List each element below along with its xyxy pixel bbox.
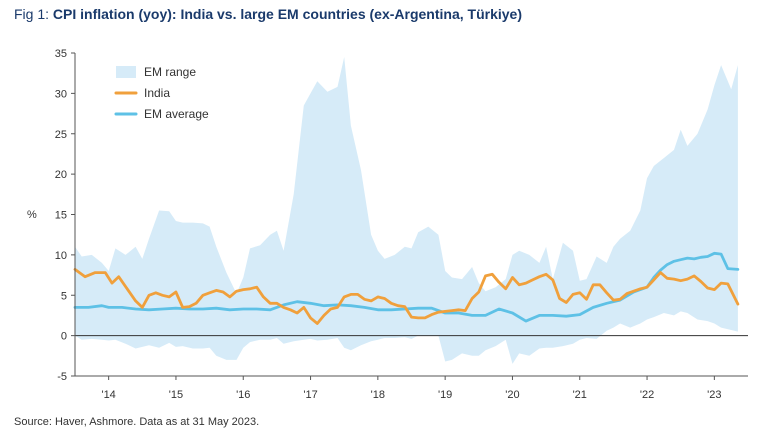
y-tick-label: 35 (55, 48, 67, 60)
x-tick-label: '17 (303, 389, 317, 401)
x-tick-label: '21 (573, 389, 587, 401)
em-range-layer (75, 57, 738, 364)
figure-title: CPI inflation (yoy): India vs. large EM … (52, 6, 522, 22)
y-tick-label: 10 (55, 250, 67, 262)
em-range-area (75, 57, 738, 364)
india-line (73, 267, 740, 325)
legend-label: EM average (144, 107, 209, 121)
source-note: Source: Haver, Ashmore. Data as at 31 Ma… (14, 416, 260, 428)
x-tick-label: '14 (101, 389, 115, 401)
y-tick-label: -5 (57, 371, 67, 383)
x-tick-label: '15 (169, 389, 183, 401)
axes-layer: -5 0 5 10 15 20 25 30 35 '14 '15 '16 '17 '18 '19 '20 '21… (55, 48, 748, 401)
x-tick-label: '20 (505, 389, 519, 401)
em-average-line (73, 251, 740, 323)
legend-label: EM range (144, 65, 196, 79)
x-tick-label: '23 (707, 389, 721, 401)
x-tick-label: '18 (371, 389, 385, 401)
y-tick-label: 25 (55, 129, 67, 141)
series-lines-layer (73, 251, 740, 325)
y-axis-label: % (27, 209, 37, 221)
x-tick-label: '22 (640, 389, 654, 401)
legend: EM range India EM average (114, 65, 209, 121)
x-tick-label: '19 (438, 389, 452, 401)
chart-title: Fig 1: CPI inflation (yoy): India vs. la… (14, 6, 522, 22)
y-tick-label: 30 (55, 88, 67, 100)
figure-label: Fig 1: (14, 6, 53, 22)
y-tick-label: 20 (55, 169, 67, 181)
x-tick-label: '16 (236, 389, 250, 401)
y-tick-label: 15 (55, 210, 67, 222)
y-tick-label: 0 (61, 331, 67, 343)
legend-swatch-em-range (116, 66, 136, 78)
y-tick-label: 5 (61, 290, 67, 302)
legend-label: India (144, 86, 170, 100)
